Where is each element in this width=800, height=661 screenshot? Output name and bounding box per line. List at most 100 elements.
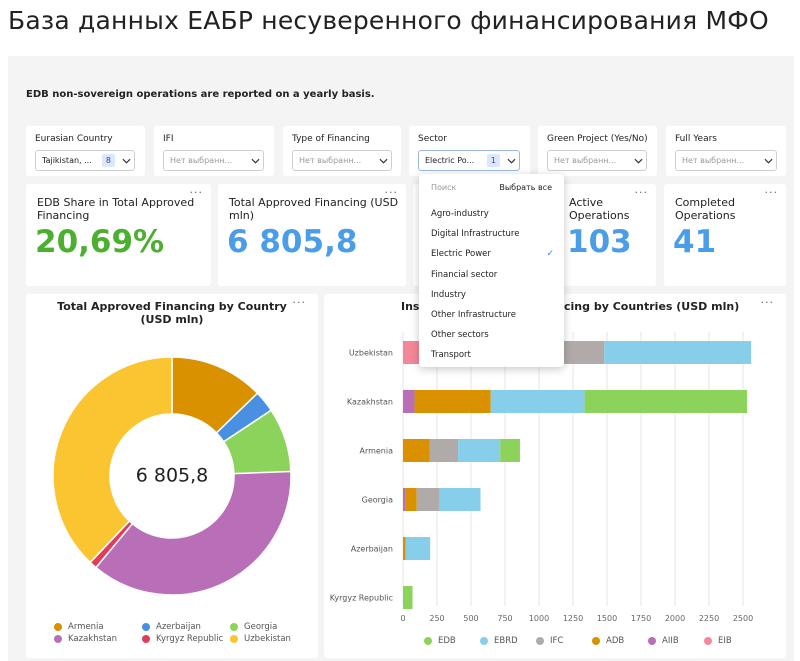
bar-segment-kazakhstan-aiib[interactable] <box>403 390 415 413</box>
kpi-completed: ··· Completed Operations 41 <box>664 184 786 286</box>
bar-segment-kyrgyz-republic-edb[interactable] <box>403 586 413 609</box>
legend-label: AIIB <box>662 636 679 646</box>
option-label: Financial sector <box>431 269 498 280</box>
filter-label: Green Project (Yes/No) <box>547 134 648 144</box>
more-options-icon[interactable]: ··· <box>764 186 778 199</box>
legend-item-adb[interactable]: ADB <box>592 636 648 646</box>
category-label: Uzbekistan <box>349 349 393 358</box>
ifi-select[interactable]: Нет выбранн... <box>163 150 264 171</box>
check-icon: ✓ <box>546 249 554 260</box>
legend-item-ifc[interactable]: IFC <box>536 636 592 646</box>
legend-label: Armenia <box>68 622 104 632</box>
filter-sector: Sector Electric Po... 1 <box>409 126 530 176</box>
filter-eurasian-country: Eurasian Country Tajikistan, ... 8 <box>26 126 145 176</box>
legend-swatch <box>536 637 544 645</box>
x-tick-label: 1750 <box>631 614 651 623</box>
type-of-financing-select[interactable]: Нет выбранн... <box>292 150 392 171</box>
kpi-edb-share: ··· EDB Share in Total Approved Financin… <box>26 184 211 286</box>
option-label: Industry <box>431 289 466 300</box>
bar-segment-azerbaijan-adb[interactable] <box>403 537 406 560</box>
filter-label: Eurasian Country <box>35 134 113 144</box>
legend-item-kyrgyz-republic[interactable]: Kyrgyz Republic <box>142 634 230 644</box>
bar-segment-uzbekistan-eib[interactable] <box>403 341 420 364</box>
legend-item-ebrd[interactable]: EBRD <box>480 636 536 646</box>
more-options-icon[interactable]: ··· <box>189 186 203 199</box>
select-all-button[interactable]: Выбрать все <box>499 183 552 192</box>
legend-swatch <box>704 637 712 645</box>
legend-item-azerbaijan[interactable]: Azerbaijan <box>142 622 230 632</box>
bar-segment-armenia-ifc[interactable] <box>429 439 459 462</box>
legend-swatch <box>592 637 600 645</box>
more-options-icon[interactable]: ··· <box>760 296 774 309</box>
selected-count-badge: 8 <box>101 154 115 167</box>
legend-item-kazakhstan[interactable]: Kazakhstan <box>54 634 142 644</box>
more-options-icon[interactable]: ··· <box>384 186 398 199</box>
x-tick-label: 2250 <box>699 614 719 623</box>
bar-segment-georgia-ifc[interactable] <box>416 488 440 511</box>
legend-item-aiib[interactable]: AIIB <box>648 636 704 646</box>
page-title: База данных ЕАБР несуверенного финансиро… <box>8 6 769 35</box>
dropdown-option-digital-infrastructure[interactable]: Digital Infrastructure <box>419 224 564 244</box>
dropdown-option-agro-industry[interactable]: Agro-industry <box>419 204 564 224</box>
dropdown-search-input[interactable]: Поиск <box>431 183 457 192</box>
dropdown-option-other-infrastructure[interactable]: Other Infrastructure <box>419 305 564 325</box>
dropdown-option-financial-sector[interactable]: Financial sector <box>419 265 564 285</box>
legend-label: Kyrgyz Republic <box>156 634 224 644</box>
bar-legend: EDB EBRD IFC ADB AIIB EIB <box>424 636 764 646</box>
legend-item-armenia[interactable]: Armenia <box>54 622 142 632</box>
bar-segment-georgia-adb[interactable] <box>405 488 417 511</box>
legend-item-uzbekistan[interactable]: Uzbekistan <box>230 634 300 644</box>
full-years-select[interactable]: Нет выбранн... <box>675 150 777 171</box>
bar-segment-kazakhstan-ebrd[interactable] <box>490 390 585 413</box>
more-options-icon[interactable]: ··· <box>292 296 306 309</box>
green-project-select[interactable]: Нет выбранн... <box>547 150 647 171</box>
chart-title-right: cing by Countries (USD mln) <box>564 300 740 313</box>
bar-segment-kazakhstan-adb[interactable] <box>414 390 491 413</box>
dropdown-option-electric-power[interactable]: Electric Power ✓ <box>419 244 564 264</box>
bar-segment-azerbaijan-ebrd[interactable] <box>405 537 431 560</box>
bar-segment-armenia-adb[interactable] <box>403 439 430 462</box>
legend-label: Georgia <box>244 622 278 632</box>
dropdown-option-industry[interactable]: Industry <box>419 285 564 305</box>
dropdown-option-other-sectors[interactable]: Other sectors <box>419 325 564 345</box>
option-label: Other Infrastructure <box>431 309 516 320</box>
kpi-value: 41 <box>673 224 717 260</box>
filter-label: IFI <box>163 134 174 144</box>
bar-segment-uzbekistan-ebrd[interactable] <box>604 341 752 364</box>
donut-slice-kazakhstan[interactable] <box>94 470 292 596</box>
legend-label: Uzbekistan <box>244 634 291 644</box>
bar-segment-armenia-ebrd[interactable] <box>458 439 501 462</box>
donut-legend: Armenia Azerbaijan Georgia Kazakhstan Kyrgyz… <box>54 622 314 644</box>
bar-segment-armenia-edb[interactable] <box>500 439 520 462</box>
category-label: Azerbaijan <box>351 545 393 554</box>
donut-center-total: 6 805,8 <box>136 465 209 487</box>
dropdown-options: Agro-industry Digital Infrastructure Elect… <box>419 204 564 366</box>
legend-item-edb[interactable]: EDB <box>424 636 480 646</box>
legend-label: IFC <box>550 636 564 646</box>
sector-dropdown: Поиск Выбрать все Agro-industry Digital I… <box>419 174 564 367</box>
selected-count-badge: 1 <box>486 154 500 167</box>
sector-select[interactable]: Electric Po... 1 <box>418 150 520 171</box>
donut-chart-card: Total Approved Financing by Country (USD… <box>26 294 318 658</box>
legend-label: EIB <box>718 636 732 646</box>
bar-segment-georgia-ebrd[interactable] <box>439 488 481 511</box>
chevron-down-icon <box>760 158 776 164</box>
x-tick-label: 2000 <box>665 614 685 623</box>
kpi-title: Total Approved Financing (USD mln) <box>229 196 399 222</box>
bar-segment-kazakhstan-edb[interactable] <box>584 390 748 413</box>
legend-item-georgia[interactable]: Georgia <box>230 622 300 632</box>
option-label: Other sectors <box>431 330 489 341</box>
kpi-active: ··· Active Operations 103 <box>558 184 656 286</box>
bar-segment-georgia-aiib[interactable] <box>403 488 406 511</box>
legend-swatch <box>230 623 238 631</box>
more-options-icon[interactable]: ··· <box>634 186 648 199</box>
legend-item-eib[interactable]: EIB <box>704 636 760 646</box>
chart-title: Total Approved Financing by Country (USD… <box>57 300 287 326</box>
chevron-down-icon <box>503 158 519 164</box>
eurasian-country-select[interactable]: Tajikistan, ... 8 <box>35 150 135 171</box>
filter-full-years: Full Years Нет выбранн... <box>666 126 786 176</box>
donut-slice-uzbekistan[interactable] <box>52 356 173 564</box>
chevron-down-icon <box>247 158 263 164</box>
dropdown-option-transport[interactable]: Transport <box>419 345 564 365</box>
chevron-down-icon <box>630 158 646 164</box>
